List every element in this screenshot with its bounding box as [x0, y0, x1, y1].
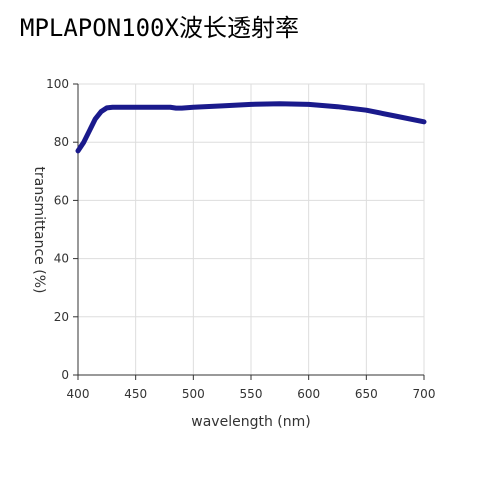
- y-tick-label: 0: [61, 368, 69, 382]
- x-tick-label: 500: [182, 387, 205, 401]
- x-axis-title: wavelength (nm): [191, 414, 310, 430]
- y-axis-title: transmittance (%): [31, 167, 47, 294]
- y-tick-label: 60: [54, 193, 69, 207]
- y-tick-label: 100: [46, 77, 69, 91]
- chart-title: MPLAPON100X波长透射率: [20, 14, 299, 42]
- y-tick-label: 80: [54, 135, 69, 149]
- x-tick-label: 450: [124, 387, 147, 401]
- x-tick-label: 650: [355, 387, 378, 401]
- x-tick-label: 550: [240, 387, 263, 401]
- x-tick-label: 400: [67, 387, 90, 401]
- y-tick-label: 40: [54, 252, 69, 266]
- x-tick-label: 600: [297, 387, 320, 401]
- y-tick-label: 20: [54, 310, 69, 324]
- data-line: [75, 101, 427, 154]
- x-tick-label: 700: [413, 387, 436, 401]
